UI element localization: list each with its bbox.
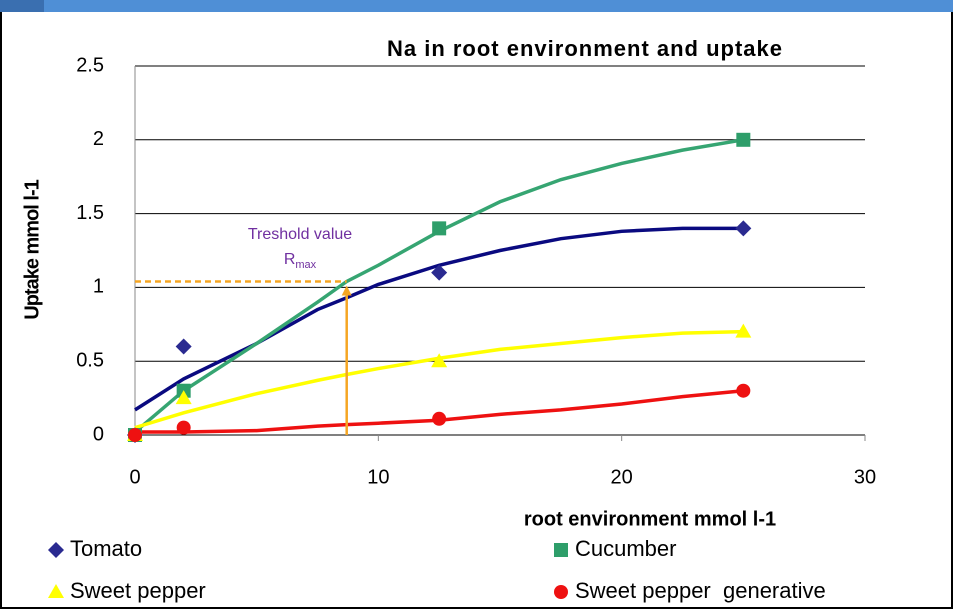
marker-triangle <box>735 323 752 338</box>
marker-diamond <box>175 338 192 355</box>
legend-label: Tomato <box>70 536 142 561</box>
top-bar <box>0 0 953 12</box>
threshold-symbol-main: R <box>284 251 296 268</box>
marker-square <box>736 132 751 147</box>
y-tick-label: 2.5 <box>76 54 104 76</box>
chart-title: Na in root environment and uptake <box>387 36 783 61</box>
x-tick-label: 20 <box>611 466 633 488</box>
x-tick-label: 0 <box>129 466 140 488</box>
marker-diamond <box>431 264 448 281</box>
y-tick-label: 1 <box>93 276 104 298</box>
y-tick-label: 0 <box>93 423 104 445</box>
legend-label: Cucumber <box>575 536 676 561</box>
marker-triangle <box>175 390 192 405</box>
legend-marker <box>48 542 64 558</box>
legend-marker <box>48 584 64 598</box>
threshold-symbol-sub: max <box>295 259 316 271</box>
trend-line <box>135 388 744 434</box>
y-tick-label: 2 <box>93 128 104 150</box>
threshold-label: Treshold value <box>248 226 352 243</box>
threshold-arrowhead <box>341 285 352 296</box>
y-axis-title: Uptake mmol l-1 <box>21 179 43 319</box>
legend-marker <box>554 585 568 599</box>
marker-circle <box>736 383 751 398</box>
marker-circle <box>128 428 142 442</box>
legend-label: Sweet pepper <box>70 578 206 603</box>
marker-circle <box>176 420 191 435</box>
top-bar-tab <box>0 0 44 12</box>
trend-line <box>133 138 744 434</box>
marker-diamond <box>735 220 752 237</box>
marker-circle <box>432 411 447 426</box>
y-tick-label: 0.5 <box>76 349 104 371</box>
legend-marker <box>554 543 568 557</box>
legend-label: Sweet pepper generative <box>575 578 826 603</box>
y-tick-label: 1.5 <box>76 202 104 224</box>
threshold-symbol: Rmax <box>284 251 317 271</box>
x-tick-label: 10 <box>367 466 389 488</box>
x-tick-label: 30 <box>854 466 876 488</box>
x-axis-title: root environment mmol l-1 <box>524 508 776 530</box>
marker-triangle <box>431 353 448 368</box>
marker-square <box>432 221 447 236</box>
trend-line <box>134 329 744 430</box>
